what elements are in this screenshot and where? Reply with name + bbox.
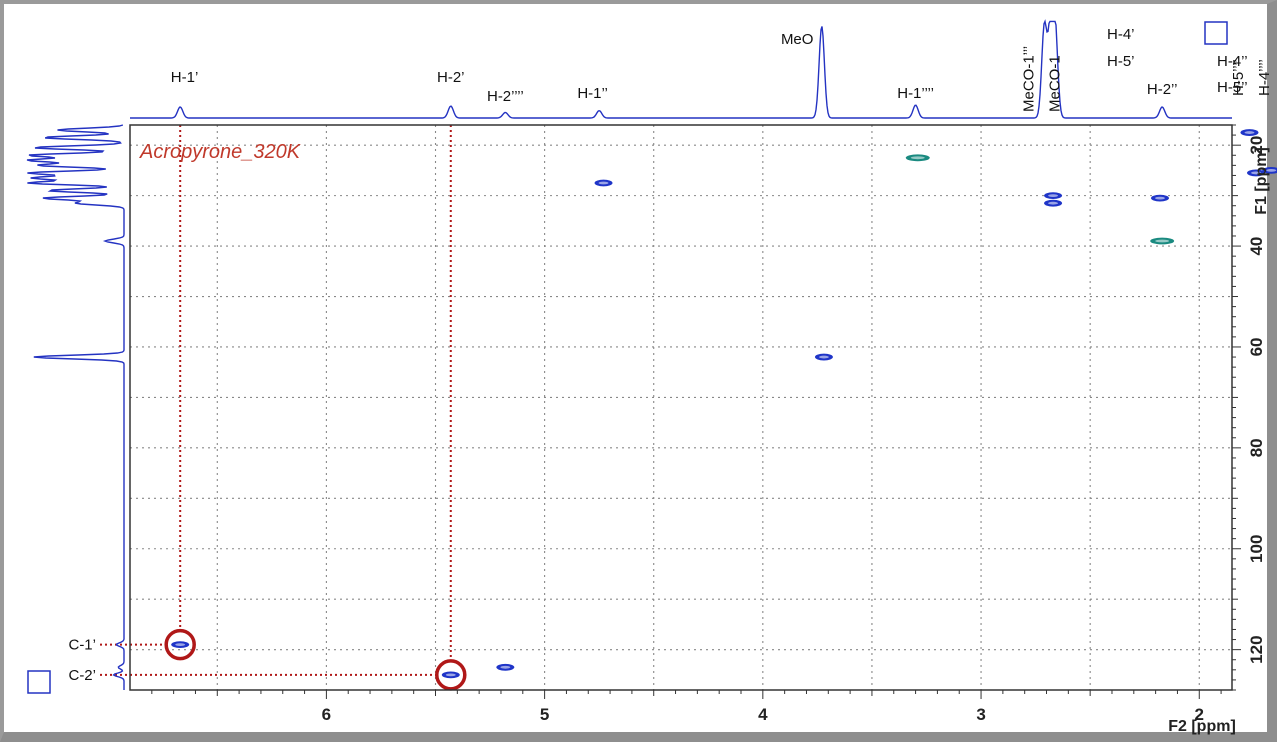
left-peak-label-0: C-1’ — [68, 637, 96, 654]
peak-core-1 — [445, 673, 456, 677]
y-tick-label: 120 — [1247, 635, 1266, 663]
left-peak-label-1: C-2’ — [68, 667, 96, 684]
plot-border — [129, 124, 1233, 691]
peak-core-10 — [1244, 131, 1255, 134]
grid-layer — [130, 125, 1232, 690]
highlight-circles-layer — [164, 628, 467, 691]
peak-core-8 — [1154, 196, 1165, 200]
y-tick-label: 60 — [1247, 338, 1266, 357]
chart-title: Acropyrone_320K — [139, 141, 302, 163]
highlight-circle-1 — [435, 659, 467, 691]
top-peak-label-6: MeCO-1’’’ — [1020, 46, 1037, 112]
y-tick-label: 80 — [1247, 438, 1266, 457]
left-projection-spectrum — [26, 124, 125, 690]
x-tick-label: 3 — [976, 705, 985, 724]
top-peak-label-2: H-2’’’’ — [487, 88, 524, 105]
x-tick-label: 6 — [322, 705, 331, 724]
peak-core-6 — [1048, 194, 1059, 198]
peak-core-4 — [818, 355, 829, 359]
x-tick-label: 4 — [758, 705, 768, 724]
top-peak-label-8: H-2’’ — [1147, 81, 1178, 98]
peaks-layer — [171, 129, 1277, 679]
top-peak-labels: H-1’ H-2’ H-2’’’’ H-1’’ MeO H-1’’’’ MeCO-1’’’ M… — [171, 26, 1273, 112]
peak-core-2 — [500, 665, 511, 669]
top-peak-label-5: H-1’’’’ — [897, 85, 934, 102]
corner-box-top-right — [1204, 21, 1228, 45]
y-axis-ticks: 20 40 60 80 100 120 — [1232, 124, 1266, 691]
y-tick-label: 100 — [1247, 535, 1266, 563]
peak-core-7 — [1048, 201, 1059, 205]
left-peak-labels: C-1’ C-2’ — [68, 637, 96, 684]
x-tick-label: 5 — [540, 705, 549, 724]
corner-box-bottom-left — [27, 670, 51, 694]
top-peak-label-1: H-2’ — [437, 69, 465, 86]
top-peak-label-7: MeCO-1 — [1047, 55, 1064, 112]
x-axis-label: F2 [ppm] — [1168, 718, 1236, 735]
y-axis-label: F1 [ppm] — [1253, 147, 1270, 215]
top-peak-label-4: MeO — [781, 31, 814, 48]
top-projection-spectrum — [130, 19, 1232, 119]
top-peak-label-3: H-1’’ — [577, 85, 608, 102]
x-tick-label: 2 — [1195, 705, 1204, 724]
peak-core-5 — [910, 156, 925, 160]
peak-core-11 — [1266, 169, 1277, 172]
top-peak-label-0: H-1’ — [171, 69, 199, 86]
peak-core-0 — [175, 643, 186, 646]
peak-core-3 — [598, 181, 609, 185]
top-peak-label-12: H-5’ — [1107, 53, 1135, 70]
y-tick-label: 20 — [1247, 136, 1266, 155]
peak-core-12 — [1251, 171, 1262, 175]
guide-lines-layer — [100, 125, 452, 676]
top-peak-label-13: H-4’’ — [1217, 53, 1248, 70]
peak-core-9 — [1155, 239, 1170, 243]
y-tick-label: 40 — [1247, 237, 1266, 256]
top-peak-label-14: H-5’’ — [1217, 79, 1248, 96]
top-peak-label-10: H-4’’’’ — [1256, 59, 1273, 96]
top-peak-label-11: H-4’ — [1107, 26, 1135, 43]
top-peak-label-9: H-5’’’’ — [1230, 59, 1247, 96]
highlight-circle-0 — [164, 628, 196, 661]
x-axis-ticks: 6 5 4 3 2 — [151, 690, 1222, 724]
